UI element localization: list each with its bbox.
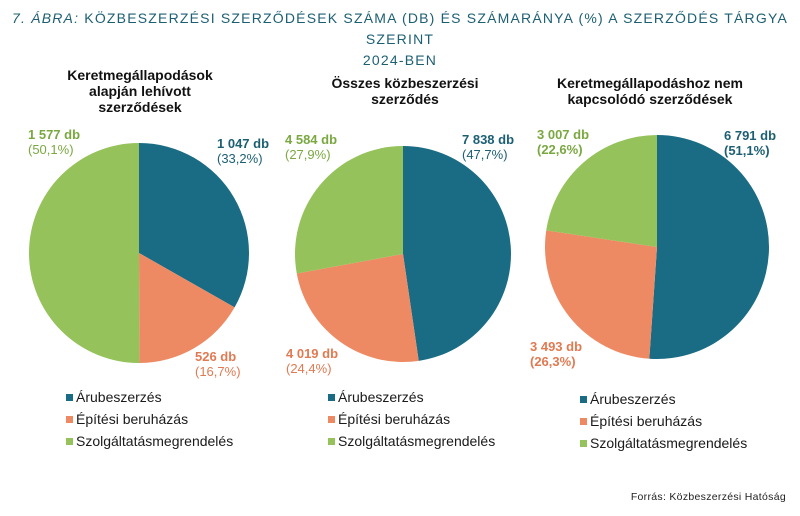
legend-label-szolg: Szolgáltatásmegrendelés (338, 433, 496, 449)
pie-2-value-label-epitesi: 4 019 db (286, 346, 338, 361)
pie-3-value-label-aru: 6 791 db (724, 128, 776, 143)
pie-1-title-line: szerződések (98, 99, 182, 115)
pie-2-percent-label-szolg: (27,9%) (285, 147, 331, 162)
pie-1-slice-epitesi (139, 253, 235, 363)
pie-3-title-line: kapcsolódó szerződések (567, 91, 733, 107)
pie-2-value-label-aru: 7 838 db (462, 132, 514, 147)
pie-3-slice-szolg (546, 135, 657, 247)
pie-3-title-line: Keretmegállapodáshoz nem (557, 75, 743, 91)
figure-title-line2: 2024-BEN (362, 52, 438, 68)
pie-3-value-label-epitesi: 3 493 db (530, 339, 582, 354)
figure-title-lead: 7. ÁBRA: (12, 10, 80, 26)
pie-1-value-label-epitesi: 526 db (195, 349, 236, 364)
pie-2-title-line: szerződés (371, 91, 439, 107)
legend-swatch-epitesi (580, 417, 587, 425)
legend-item-epitesi: Építési beruházás (66, 408, 233, 430)
pie-2-legend: Árubeszerzés Építési beruházás Szolgálta… (328, 386, 495, 452)
legend-label-epitesi: Építési beruházás (338, 411, 451, 427)
pie-3-legend: Árubeszerzés Építési beruházás Szolgálta… (580, 388, 747, 454)
pie-2-title: Összes közbeszerzési szerződés (305, 75, 505, 107)
pie-2-slice-epitesi (296, 254, 419, 362)
pie-1-value-label-aru: 1 047 db (217, 136, 269, 151)
pie-3-value-label-szolg: 3 007 db (537, 127, 589, 142)
legend-item-epitesi: Építési beruházás (580, 410, 747, 432)
pie-2-percent-label-epitesi: (24,4%) (286, 361, 332, 376)
pie-2-slice-szolg (295, 146, 403, 274)
legend-item-szolg: Szolgáltatásmegrendelés (66, 430, 233, 452)
pie-1-percent-label-szolg: (50,1%) (28, 142, 74, 157)
pie-1-title: Keretmegállapodások alapján lehívott sze… (40, 67, 240, 115)
legend-label-epitesi: Építési beruházás (76, 411, 189, 427)
pie-2-slice-aru (403, 146, 512, 361)
pie-2-percent-label-aru: (47,7%) (462, 147, 508, 162)
legend-swatch-aru (580, 395, 587, 403)
figure-title: 7. ÁBRA: KÖZBESZERZÉSI SZERZŐDÉSEK SZÁMA… (0, 8, 800, 71)
source-note: Forrás: Közbeszerzési Hatóság (630, 491, 786, 503)
pie-2-title-line: Összes közbeszerzési (331, 75, 479, 91)
pie-1-percent-label-aru: (33,2%) (217, 151, 263, 166)
legend-swatch-aru (66, 393, 73, 401)
legend-item-aru: Árubeszerzés (580, 388, 747, 410)
legend-swatch-aru (328, 393, 335, 401)
pie-1-slice-aru (139, 143, 249, 308)
legend-swatch-szolg (66, 437, 73, 445)
pie-3-title: Keretmegállapodáshoz nem kapcsolódó szer… (530, 75, 770, 107)
pie-2-value-label-szolg: 4 584 db (285, 132, 337, 147)
legend-label-epitesi: Építési beruházás (590, 413, 703, 429)
legend-item-szolg: Szolgáltatásmegrendelés (328, 430, 495, 452)
legend-item-epitesi: Építési beruházás (328, 408, 495, 430)
pie-1-title-line: alapján lehívott (89, 83, 191, 99)
pie-1-title-line: Keretmegállapodások (67, 67, 213, 83)
legend-label-aru: Árubeszerzés (338, 389, 424, 405)
legend-label-aru: Árubeszerzés (590, 391, 676, 407)
legend-label-aru: Árubeszerzés (76, 389, 162, 405)
figure-title-text: KÖZBESZERZÉSI SZERZŐDÉSEK SZÁMA (DB) ÉS … (84, 10, 788, 47)
pie-1-slice-szolg (28, 142, 140, 363)
legend-swatch-epitesi (328, 415, 335, 423)
pie-1-value-label-szolg: 1 577 db (28, 127, 80, 142)
pie-1-legend: Árubeszerzés Építési beruházás Szolgálta… (66, 386, 233, 452)
pie-3-percent-label-epitesi: (26,3%) (530, 354, 576, 369)
legend-label-szolg: Szolgáltatásmegrendelés (590, 435, 748, 451)
pie-1-percent-label-epitesi: (16,7%) (195, 364, 241, 379)
legend-label-szolg: Szolgáltatásmegrendelés (76, 433, 234, 449)
legend-swatch-epitesi (66, 415, 73, 423)
legend-item-szolg: Szolgáltatásmegrendelés (580, 432, 747, 454)
legend-swatch-szolg (328, 437, 335, 445)
legend-item-aru: Árubeszerzés (328, 386, 495, 408)
pie-3-slice-epitesi (545, 230, 657, 359)
pie-3-percent-label-aru: (51,1%) (724, 143, 770, 158)
pie-3-percent-label-szolg: (22,6%) (537, 142, 583, 157)
legend-swatch-szolg (580, 439, 587, 447)
legend-item-aru: Árubeszerzés (66, 386, 233, 408)
pie-3-slice-aru (649, 135, 769, 359)
